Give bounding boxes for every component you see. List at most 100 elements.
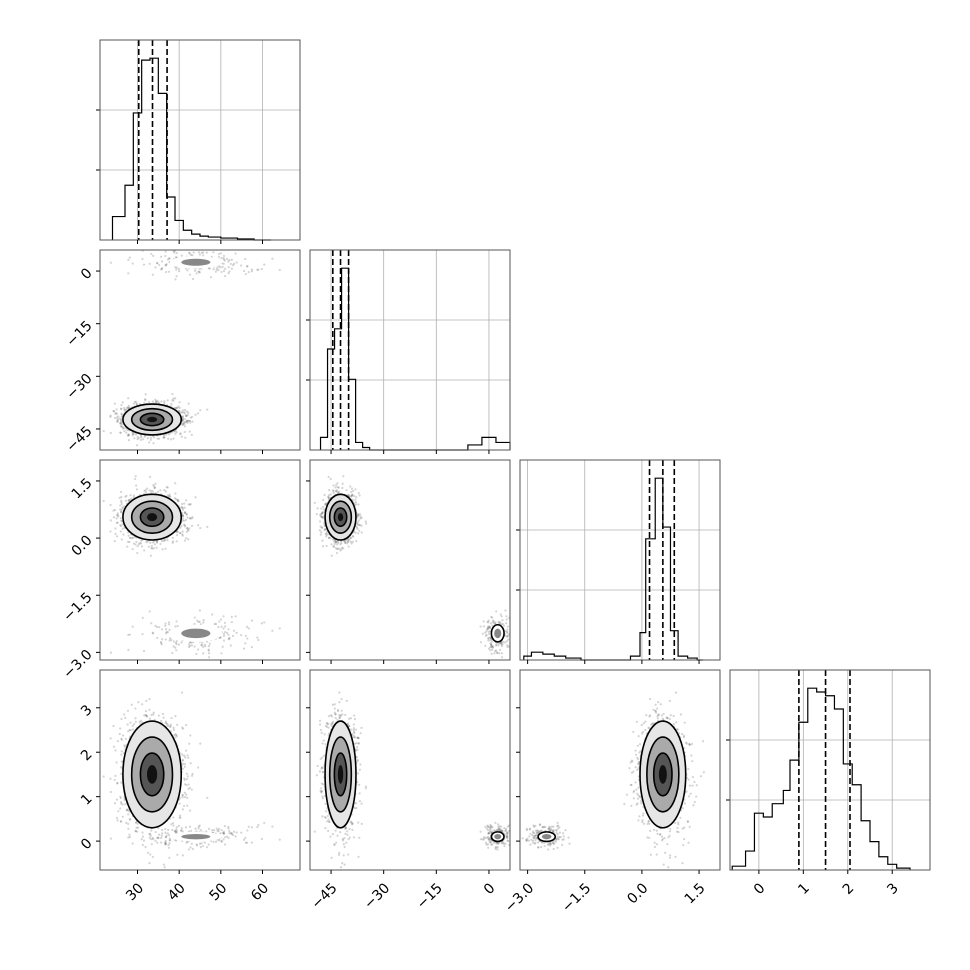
scatter-point [192,251,195,254]
scatter-point [113,539,116,543]
scatter-point [180,411,183,414]
scatter-point [177,499,180,502]
scatter-point [191,516,194,519]
scatter-point [175,251,178,255]
scatter-point [181,534,184,537]
scatter-point [149,475,152,479]
scatter-point [187,538,190,541]
scatter-point [168,639,171,642]
scatter-point [116,418,119,421]
scatter-point [174,641,178,644]
scatter-point [173,251,176,254]
scatter-point [189,517,192,520]
scatter-point [191,420,194,423]
scatter-point [154,624,157,627]
histogram-1 [319,267,511,451]
scatter-point [115,416,119,419]
scatter-point [500,623,503,626]
scatter-point [193,622,196,626]
scatter-point [211,613,214,616]
scatter-point [206,525,209,528]
scatter-point [490,645,493,649]
scatter-point [181,517,184,520]
scatter-point [122,426,125,429]
scatter-point [227,628,230,631]
scatter-point [321,511,324,514]
contour-line [130,407,174,432]
scatter-point [222,627,225,630]
scatter-point [331,538,335,541]
scatter-point [337,541,340,544]
scatter-point [166,399,169,402]
scatter-point [186,419,189,422]
scatter-point [198,253,202,256]
scatter-point [320,531,323,534]
scatter-point [113,416,117,420]
scatter-point [494,649,497,653]
scatter-point [156,399,159,402]
scatter-point [136,438,139,441]
scatter-point [171,541,174,544]
scatter-point [178,270,181,273]
scatter-point [505,635,508,638]
scatter-point [207,649,210,652]
scatter-point [245,625,249,628]
scatter-point [153,540,156,543]
scatter-point [177,499,180,502]
scatter-point [505,618,508,621]
scatter-point [176,531,179,534]
scatter-point [188,527,191,530]
scatter-point [124,495,127,498]
scatter-point [120,538,123,541]
scatter-point [155,546,158,549]
scatter-point [127,434,130,437]
scatter-point [179,532,182,535]
scatter-point [120,509,123,512]
scatter-point [147,545,150,548]
scatter-point [499,613,502,616]
scatter-point [129,498,132,501]
scatter-point [175,406,179,410]
scatter-point [112,509,115,512]
scatter-point [164,628,168,631]
scatter-point [109,431,112,435]
scatter-point [181,419,184,422]
scatter-point [319,525,322,528]
scatter-point [153,486,157,489]
scatter-point [357,503,360,506]
scatter-point [186,413,189,416]
scatter-point [481,632,484,635]
scatter-point [128,536,132,540]
scatter-point [214,622,218,626]
scatter-point [120,490,123,494]
scatter-point [504,641,507,644]
scatter-point [500,652,504,655]
scatter-point [321,516,324,519]
scatter-point [177,405,180,408]
scatter-point [174,256,178,259]
scatter-point [168,494,171,497]
scatter-point [334,540,337,543]
scatter-point [180,525,183,528]
scatter-point [176,530,179,533]
scatter-point [114,532,117,536]
scatter-point [120,501,123,504]
scatter-point [179,432,182,435]
scatter-point [127,407,130,410]
scatter-point [502,624,506,627]
scatter-point [123,408,127,411]
scatter-point [127,439,131,442]
scatter-point [115,517,118,520]
scatter-point [152,442,155,445]
scatter-point [126,540,130,543]
scatter-point [151,254,155,257]
scatter-point [156,541,159,544]
scatter-point [109,261,113,264]
scatter-point [165,263,168,266]
scatter-point [169,495,172,498]
scatter-point [260,267,263,271]
scatter-point [217,625,220,629]
scatter-point [324,532,327,536]
scatter-point [162,436,165,439]
scatter-point [143,401,146,404]
